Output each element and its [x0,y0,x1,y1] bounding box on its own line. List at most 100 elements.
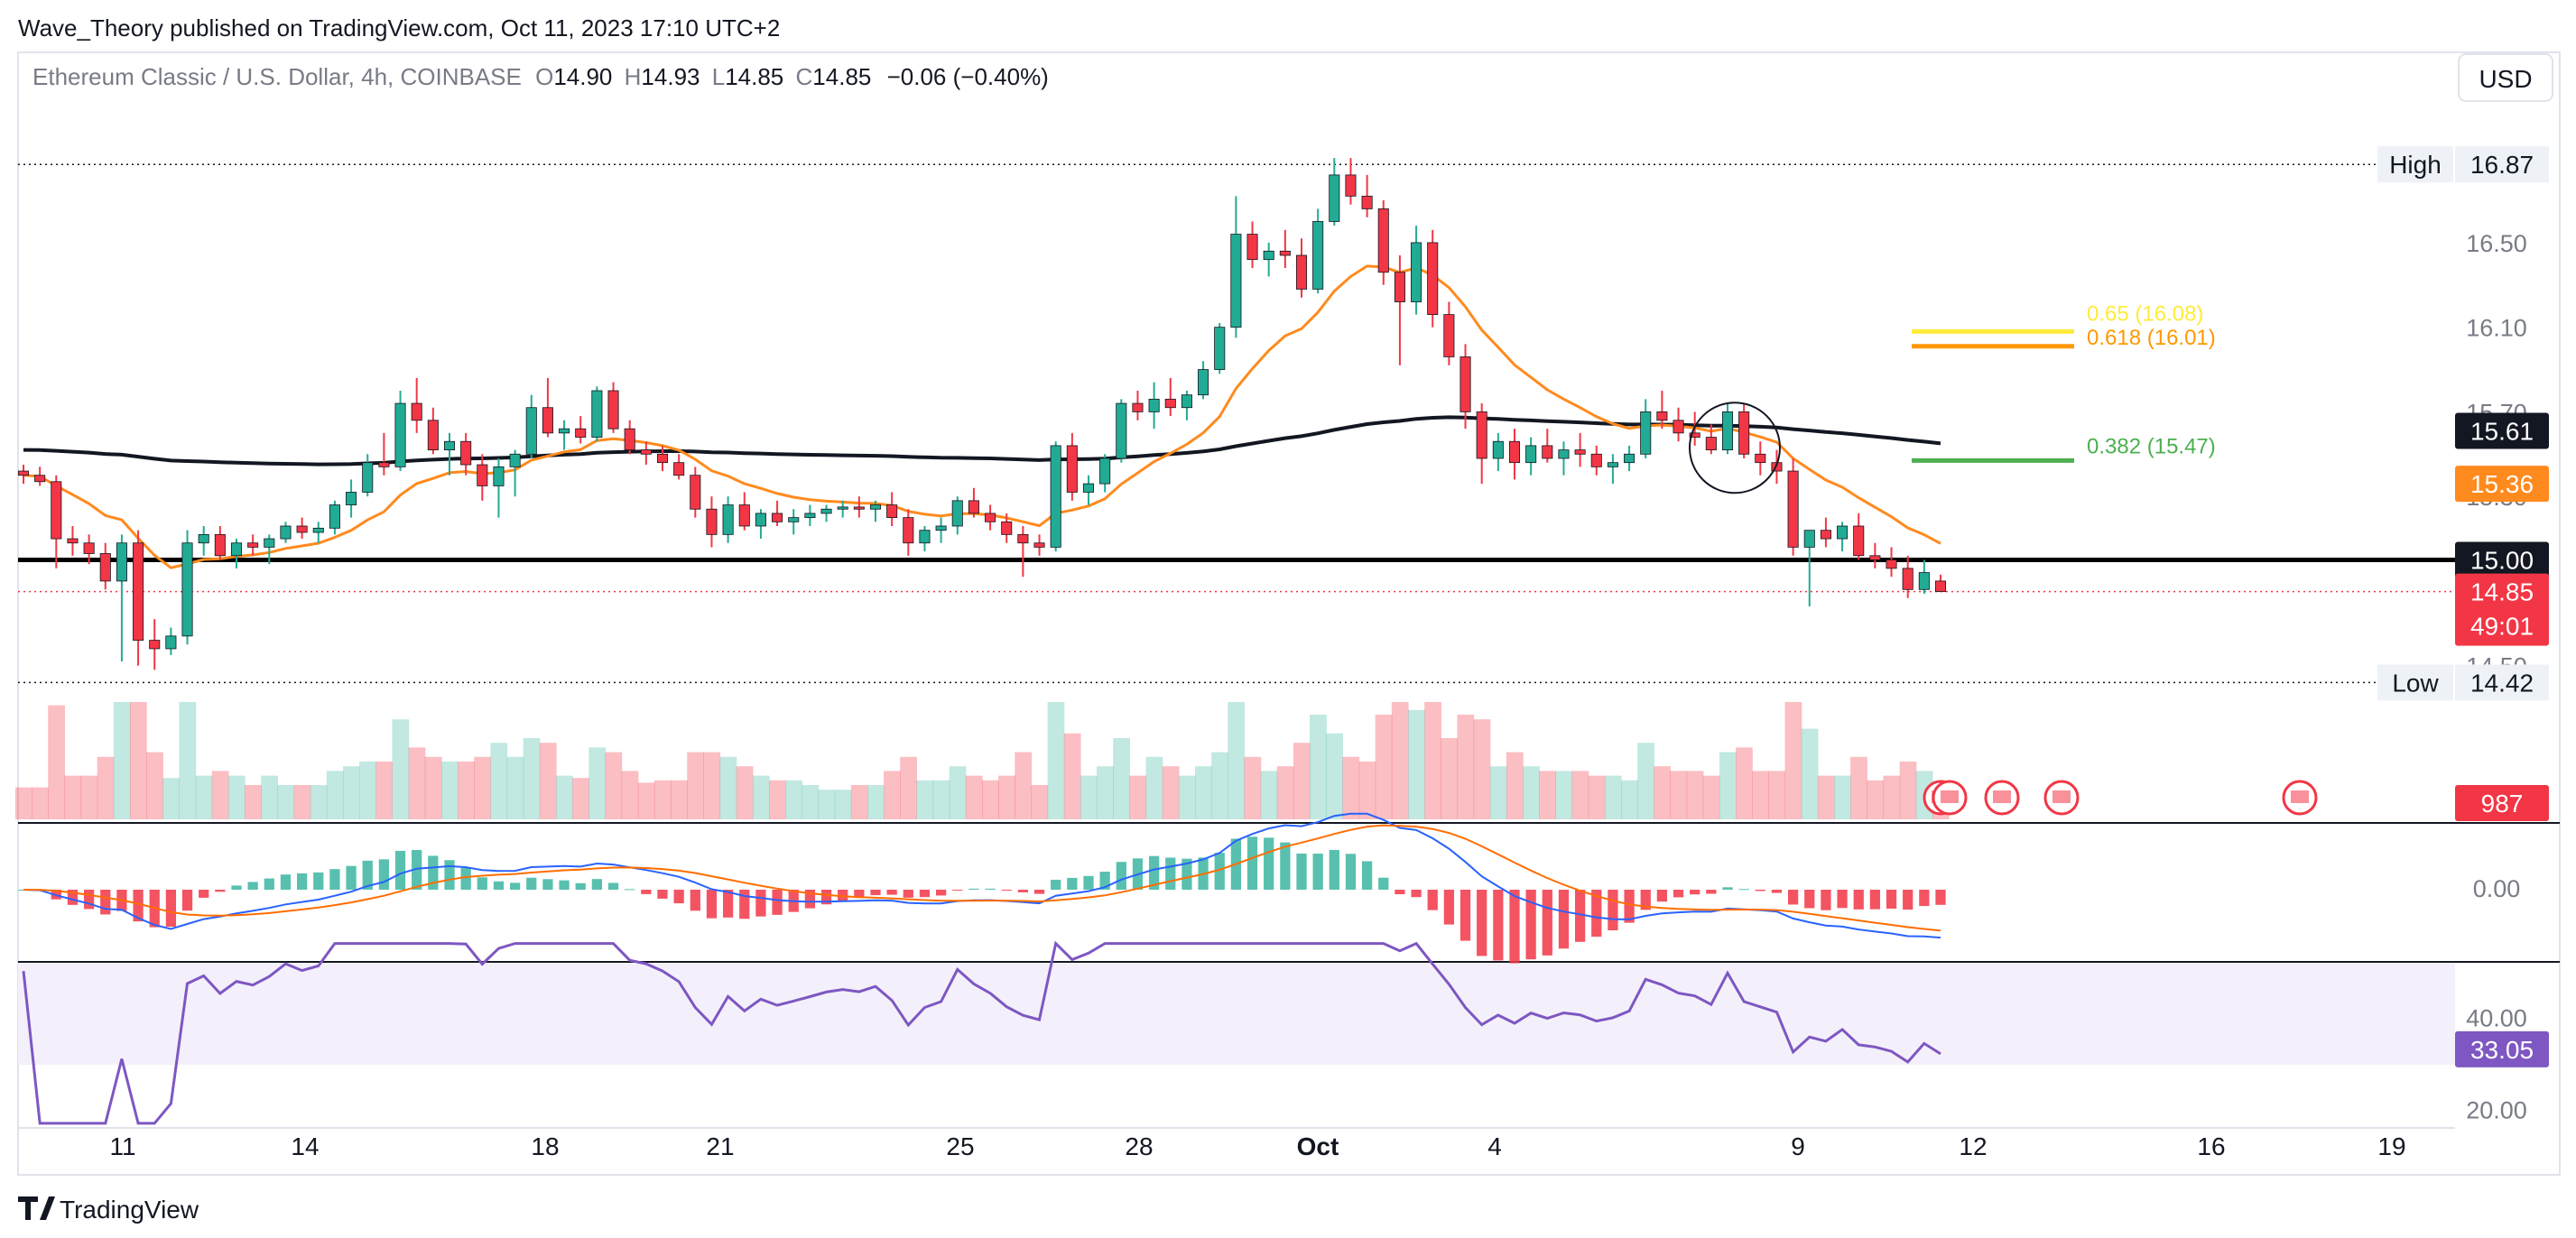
macd-histogram-bar [739,890,750,919]
currency-button-label[interactable]: USD [2479,65,2532,93]
candle-body [1459,356,1471,412]
volume-bar [850,785,868,819]
volume-bar [1293,743,1311,819]
time-axis-label: 19 [2377,1132,2405,1160]
candle-body [1787,470,1799,548]
time-axis-label: 21 [706,1132,734,1160]
time-axis-label: 11 [109,1132,135,1160]
macd-histogram-bar [264,878,274,890]
candle-body [1624,453,1635,464]
candle-body [1918,572,1930,590]
time-axis-label: 12 [1959,1132,1987,1160]
last-price-tag: 14.85 [2470,578,2534,606]
candle-body [1427,242,1439,316]
volume-bar [1457,715,1475,819]
candle-body [706,508,718,535]
currency-button[interactable]: USD [2458,53,2553,102]
macd-histogram-bar [1509,890,1520,964]
macd-histogram-bar [1673,890,1684,898]
candle-body [1345,174,1357,197]
candle-body [1246,234,1258,261]
volume-bar [408,747,426,819]
candle-body [51,481,62,540]
candle-body [837,506,848,510]
candle-body [919,530,931,544]
macd-histogram-bar [165,890,177,928]
candle-body [230,542,243,557]
volume-bar [1834,775,1851,819]
last-price-box [2455,573,2549,646]
candle-body [1738,411,1750,455]
publisher-line: Wave_Theory published on TradingView.com… [18,14,780,42]
candle-body [247,542,259,548]
volume-bar [834,790,852,819]
macd-histogram-bar [444,860,455,890]
candle-body [198,533,209,544]
volume-area [14,702,2318,819]
candle-body [1066,445,1078,493]
volume-bar [802,785,820,819]
macd-histogram-bar [1099,872,1110,890]
macd-histogram-bar [1443,890,1455,925]
candle-body [1476,411,1487,459]
volume-bar [162,778,181,819]
currency-button-box[interactable] [2458,53,2553,102]
candle-body [443,440,456,451]
volume-bar [474,756,491,819]
candle-body [99,553,111,582]
candle-body [1886,559,1897,569]
macd-histogram-bar [329,869,340,890]
macd-histogram-bar [591,879,603,890]
candle-body [1001,521,1013,535]
volume-bar [1047,702,1065,819]
candle-body [1164,398,1176,409]
volume-bar [64,775,82,819]
volume-bar [1702,775,1720,819]
tradingview-logo-icon [18,1196,55,1220]
candle-body [722,504,734,535]
candle-body [362,462,374,493]
macd-histogram-bar [1001,890,1012,891]
candle-body [1181,394,1192,409]
legend-line: Ethereum Classic / U.S. Dollar, 4h, COIN… [32,63,1049,90]
close-value: 14.85 [812,63,871,90]
volume-bar [998,775,1015,819]
macd-histogram-bar [181,890,193,911]
macd-histogram-bar [1395,890,1405,895]
candle-body [1099,457,1111,485]
candle-body [1673,420,1684,434]
candle-body [1656,411,1668,421]
time-axis-label: 18 [531,1132,559,1160]
candle-body [656,453,669,464]
volume-bar [1162,766,1180,819]
candle-body [1525,445,1537,464]
macd-histogram-bar [1869,890,1881,910]
volume-bar [424,756,442,819]
fib-label: 0.618 (16.01) [2087,326,2216,350]
volume-bar [195,775,213,819]
volume-bar [866,785,885,819]
volume-bar [965,775,983,819]
volume-bar [1670,771,1688,819]
time-axis-label: 16 [2197,1132,2225,1160]
volume-bar [1310,715,1327,819]
high-level-value: 16.87 [2470,151,2534,179]
candle-body [264,538,275,548]
volume-bar [245,785,262,819]
volume-bar [1276,766,1294,819]
ma200-price-tag-box [2455,412,2549,449]
volume-bar [719,756,737,819]
candle-body [1837,525,1849,540]
signal-line [23,824,1941,932]
volume-bar [736,766,754,819]
macd-histogram-bar [1165,857,1176,890]
candle-body [624,428,635,451]
candle-body [133,542,144,641]
candle-body [296,525,308,533]
support-price-tag: 15.00 [2470,546,2534,574]
macd-histogram-bar [313,872,324,890]
macd-histogram-bar [1706,890,1717,894]
macd-histogram-bar [1246,836,1258,890]
candle-body [1508,440,1521,464]
